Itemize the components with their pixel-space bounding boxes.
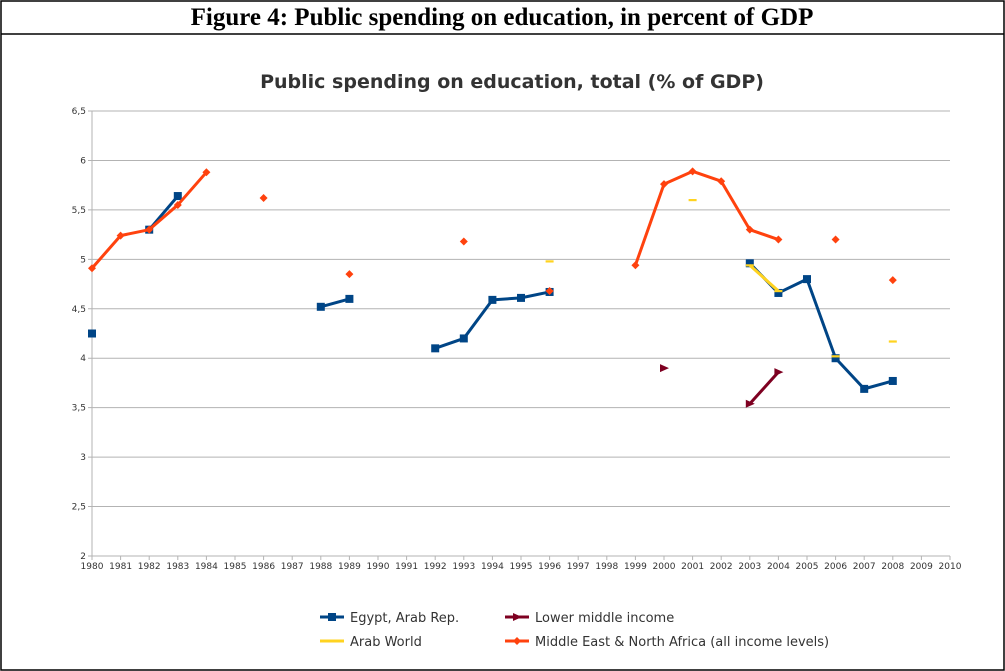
data-point (88, 329, 96, 338)
y-tick-label: 5,5 (72, 206, 86, 216)
legend-label: Arab World (350, 635, 422, 650)
y-tick-label: 6,5 (72, 107, 86, 117)
x-tick-label: 1989 (338, 562, 361, 572)
data-point (774, 368, 784, 377)
data-point (116, 231, 125, 240)
data-point (688, 167, 697, 176)
x-tick-label: 1995 (510, 562, 533, 572)
x-tick-label: 1985 (224, 562, 247, 572)
x-tick-label: 1987 (281, 562, 304, 572)
x-tick-label: 1992 (424, 562, 447, 572)
data-point (831, 355, 840, 358)
x-tick-label: 1990 (367, 562, 390, 572)
data-point (803, 275, 811, 284)
y-tick-label: 6 (80, 156, 86, 166)
data-point (888, 376, 897, 385)
x-tick-label: 2003 (738, 562, 761, 572)
data-point (173, 200, 182, 209)
x-tick-label: 1986 (252, 562, 275, 572)
data-point (259, 194, 268, 203)
legend-marker (513, 637, 521, 645)
legend-label: Lower middle income (535, 611, 674, 626)
series-line (148, 195, 894, 391)
data-point (517, 293, 525, 302)
y-tick-label: 4,5 (72, 305, 86, 315)
x-tick-label: 2004 (767, 562, 790, 572)
legend-marker (328, 613, 336, 621)
data-point (431, 344, 440, 353)
data-point (888, 276, 897, 285)
x-tick-label: 2009 (910, 562, 933, 572)
data-point (745, 259, 754, 268)
data-point (459, 237, 468, 246)
legend-label: Egypt, Arab Rep. (350, 611, 459, 626)
data-point (774, 235, 783, 244)
y-tick-label: 2,5 (72, 503, 86, 513)
x-tick-label: 1991 (395, 562, 418, 572)
legend-marker (513, 613, 522, 621)
data-point (745, 225, 754, 234)
x-tick-label: 2006 (824, 562, 847, 572)
x-tick-label: 1984 (195, 562, 218, 572)
x-tick-label: 2010 (939, 562, 962, 572)
x-tick-label: 2002 (710, 562, 733, 572)
y-tick-label: 3,5 (72, 404, 86, 414)
x-tick-label: 1981 (109, 562, 132, 572)
x-tick-label: 1994 (481, 562, 504, 572)
data-point (660, 364, 669, 373)
data-point (745, 264, 754, 267)
x-tick-label: 1983 (166, 562, 189, 572)
data-point (831, 354, 840, 363)
x-tick-label: 2005 (796, 562, 819, 572)
data-point (145, 225, 154, 234)
x-tick-label: 1999 (624, 562, 647, 572)
y-tick-label: 4 (80, 354, 86, 364)
data-point (545, 286, 554, 295)
y-tick-label: 2 (80, 552, 86, 562)
legend-marker (328, 640, 336, 643)
data-point (860, 384, 869, 393)
data-point (745, 399, 755, 408)
x-tick-label: 1988 (309, 562, 332, 572)
y-tick-label: 5 (80, 255, 86, 265)
x-tick-label: 2008 (881, 562, 904, 572)
data-point (202, 168, 211, 177)
x-tick-label: 1996 (538, 562, 561, 572)
data-point (888, 340, 897, 343)
x-tick-label: 1993 (452, 562, 475, 572)
data-point (459, 334, 468, 343)
x-tick-label: 2007 (853, 562, 876, 572)
data-point (173, 192, 182, 201)
chart-title: Public spending on education, total (% o… (260, 71, 764, 93)
x-tick-label: 2000 (653, 562, 676, 572)
legend-label: Middle East & North Africa (all income l… (535, 635, 829, 650)
data-point (717, 177, 726, 186)
data-point (545, 260, 554, 263)
series-line (748, 371, 780, 405)
data-point (88, 264, 96, 273)
data-point (345, 294, 354, 303)
data-point (488, 295, 497, 304)
data-point (774, 289, 783, 293)
x-tick-label: 2001 (681, 562, 704, 572)
data-point (774, 288, 783, 297)
data-point (660, 180, 668, 189)
data-point (345, 270, 354, 279)
x-tick-label: 1997 (567, 562, 590, 572)
x-tick-label: 1982 (138, 562, 161, 572)
x-tick-label: 1980 (81, 562, 104, 572)
data-point (631, 261, 640, 270)
data-point (688, 199, 697, 202)
y-tick-label: 3 (80, 453, 86, 463)
data-point (316, 302, 325, 311)
data-point (831, 235, 840, 244)
x-tick-label: 1998 (595, 562, 618, 572)
figure-title: Figure 4: Public spending on education, … (191, 4, 814, 31)
